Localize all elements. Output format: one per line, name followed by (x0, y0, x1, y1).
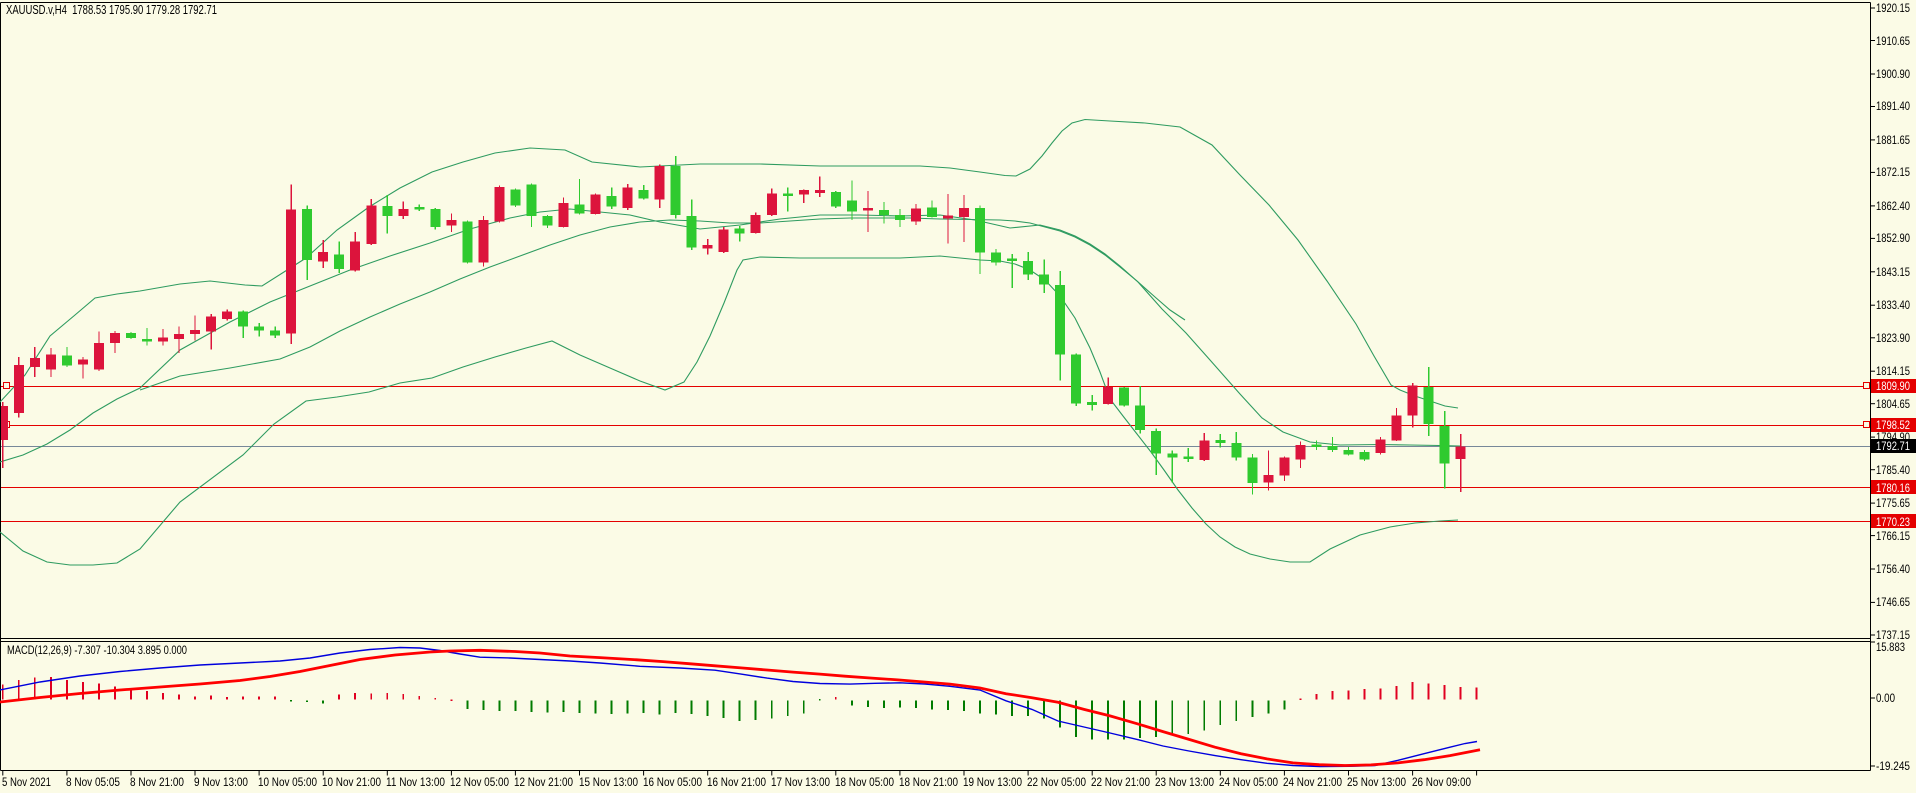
svg-text:5 Nov 2021: 5 Nov 2021 (2, 777, 51, 789)
svg-text:1746.65: 1746.65 (1876, 597, 1910, 609)
svg-text:26 Nov 09:00: 26 Nov 09:00 (1412, 777, 1471, 789)
svg-text:10 Nov 21:00: 10 Nov 21:00 (322, 777, 381, 789)
svg-text:1814.15: 1814.15 (1876, 366, 1910, 378)
svg-text:1920.15: 1920.15 (1876, 3, 1910, 15)
svg-text:1872.15: 1872.15 (1876, 167, 1910, 179)
svg-text:XAUUSD.v,H4 1788.53 1795.90 1: XAUUSD.v,H4 1788.53 1795.90 1779.28 1792… (6, 3, 217, 17)
svg-text:16 Nov 05:00: 16 Nov 05:00 (643, 777, 702, 789)
svg-text:1891.40: 1891.40 (1876, 101, 1910, 113)
svg-text:MACD(12,26,9) -7.307 -10.304 3: MACD(12,26,9) -7.307 -10.304 3.895 0.000 (7, 645, 187, 657)
svg-text:1852.90: 1852.90 (1876, 233, 1910, 245)
svg-text:24 Nov 05:00: 24 Nov 05:00 (1219, 777, 1278, 789)
svg-text:1756.40: 1756.40 (1876, 564, 1910, 576)
svg-text:1910.65: 1910.65 (1876, 36, 1910, 48)
svg-text:8 Nov 21:00: 8 Nov 21:00 (130, 777, 184, 789)
svg-text:10 Nov 05:00: 10 Nov 05:00 (258, 777, 317, 789)
svg-text:24 Nov 21:00: 24 Nov 21:00 (1283, 777, 1342, 789)
svg-text:18 Nov 21:00: 18 Nov 21:00 (899, 777, 958, 789)
svg-text:18 Nov 05:00: 18 Nov 05:00 (835, 777, 894, 789)
svg-text:17 Nov 13:00: 17 Nov 13:00 (771, 777, 830, 789)
svg-text:8 Nov 05:05: 8 Nov 05:05 (66, 777, 120, 789)
svg-text:1804.65: 1804.65 (1876, 399, 1910, 411)
svg-text:12 Nov 21:00: 12 Nov 21:00 (514, 777, 573, 789)
svg-text:22 Nov 05:00: 22 Nov 05:00 (1027, 777, 1086, 789)
svg-text:1775.65: 1775.65 (1876, 498, 1910, 510)
svg-text:1766.15: 1766.15 (1876, 531, 1910, 543)
svg-text:9 Nov 13:00: 9 Nov 13:00 (194, 777, 248, 789)
svg-text:0.00: 0.00 (1876, 693, 1895, 705)
svg-text:1792.71: 1792.71 (1876, 441, 1910, 453)
svg-text:1833.40: 1833.40 (1876, 300, 1910, 312)
svg-text:15 Nov 13:00: 15 Nov 13:00 (579, 777, 638, 789)
svg-text:11 Nov 13:00: 11 Nov 13:00 (386, 777, 445, 789)
svg-text:1785.40: 1785.40 (1876, 465, 1910, 477)
svg-text:1809.90: 1809.90 (1876, 381, 1910, 393)
svg-text:19 Nov 13:00: 19 Nov 13:00 (963, 777, 1022, 789)
svg-text:1862.40: 1862.40 (1876, 201, 1910, 213)
svg-text:1737.15: 1737.15 (1876, 630, 1910, 642)
svg-text:25 Nov 13:00: 25 Nov 13:00 (1347, 777, 1406, 789)
svg-text:22 Nov 21:00: 22 Nov 21:00 (1091, 777, 1150, 789)
svg-text:1823.90: 1823.90 (1876, 333, 1910, 345)
svg-text:12 Nov 05:00: 12 Nov 05:00 (450, 777, 509, 789)
svg-text:15.883: 15.883 (1876, 642, 1905, 654)
svg-text:23 Nov 13:00: 23 Nov 13:00 (1155, 777, 1214, 789)
svg-text:1770.23: 1770.23 (1876, 517, 1910, 529)
svg-text:16 Nov 21:00: 16 Nov 21:00 (707, 777, 766, 789)
svg-text:1798.52: 1798.52 (1876, 420, 1910, 432)
svg-text:1780.16: 1780.16 (1876, 483, 1910, 495)
svg-text:1843.15: 1843.15 (1876, 267, 1910, 279)
svg-text:-19.245: -19.245 (1876, 761, 1910, 773)
svg-text:1881.65: 1881.65 (1876, 135, 1910, 147)
svg-text:1900.90: 1900.90 (1876, 69, 1910, 81)
